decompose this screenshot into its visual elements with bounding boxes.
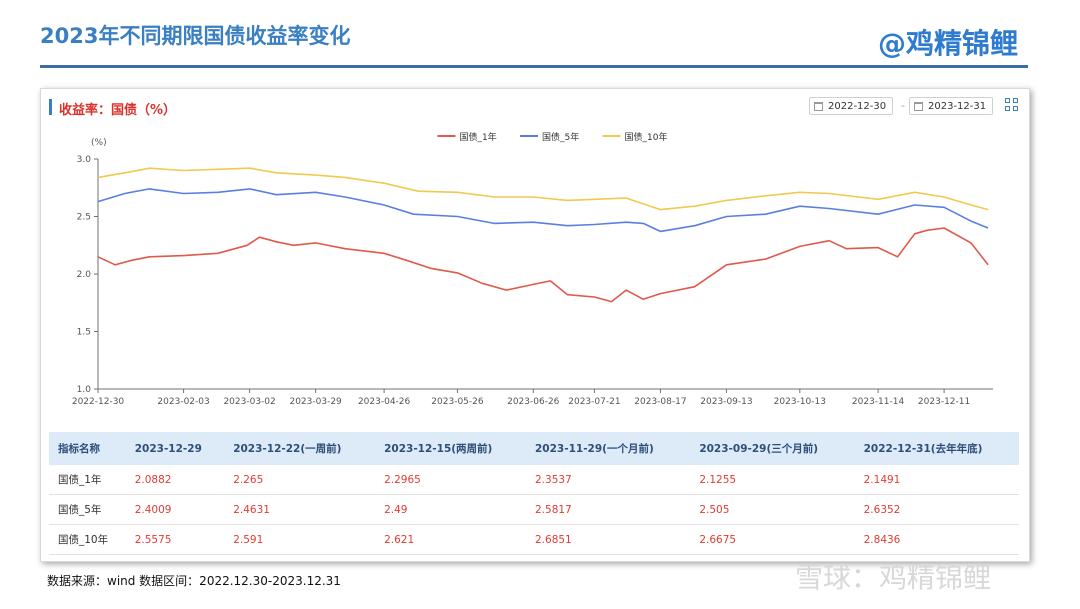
chart-legend: 国债_1年 国债_5年 国债_10年 xyxy=(437,131,668,143)
date-to-input[interactable]: 2023-12-31 xyxy=(909,97,993,115)
x-tick-label: 2023-04-26 xyxy=(358,397,411,407)
cell-value: 2.505 xyxy=(690,494,855,525)
col-header: 指标名称 xyxy=(49,432,126,465)
cell-value: 2.591 xyxy=(224,524,376,555)
x-tick-label: 2022-12-30 xyxy=(72,397,125,407)
row-name: 国债_10年 xyxy=(49,524,126,555)
x-tick-label: 2023-02-03 xyxy=(157,397,209,407)
legend-item[interactable]: 国债_5年 xyxy=(520,131,579,143)
series-line-3 xyxy=(97,167,989,211)
slide-title: 2023年不同期限国债收益率变化 xyxy=(40,24,351,48)
x-tick-label: 2023-11-14 xyxy=(852,397,905,407)
cell-value: 2.1491 xyxy=(854,465,1019,495)
x-tick-label: 2023-07-21 xyxy=(568,397,620,407)
calendar-icon xyxy=(814,102,823,111)
col-header: 2023-11-29(一个月前) xyxy=(526,432,691,465)
x-tick-label: 2023-08-17 xyxy=(634,397,686,407)
legend-label: 国债_1年 xyxy=(460,131,497,143)
cell-value: 2.621 xyxy=(375,524,526,555)
date-from-value: 2022-12-30 xyxy=(828,101,887,112)
legend-item[interactable]: 国债_1年 xyxy=(437,131,497,143)
col-header: 2023-12-15(两周前) xyxy=(375,432,526,465)
grid-icon xyxy=(1005,98,1010,103)
cell-value: 2.8436 xyxy=(854,524,1019,555)
cell-value: 2.5817 xyxy=(526,494,691,525)
cell-value: 2.0882 xyxy=(125,465,225,495)
date-range-separator: - xyxy=(901,99,905,112)
x-tick-label: 2023-05-26 xyxy=(431,397,484,407)
row-name: 国债_1年 xyxy=(49,465,126,495)
x-tick-label: 2023-03-02 xyxy=(223,397,275,407)
cell-value: 2.5575 xyxy=(125,524,225,555)
series-line-2 xyxy=(97,188,989,233)
y-axis: 1.0 1.5 2.0 2.5 3.0 xyxy=(77,155,99,395)
date-from-input[interactable]: 2022-12-30 xyxy=(809,97,893,115)
cell-value: 2.265 xyxy=(224,465,376,495)
watermark: 雪球：鸡精锦鲤 xyxy=(795,561,992,594)
card-header-accent xyxy=(49,99,52,115)
calendar-icon xyxy=(914,102,923,111)
title-divider xyxy=(40,65,1028,68)
x-tick-label: 2023-12-11 xyxy=(918,397,970,407)
yield-table: 指标名称 2023-12-29 2023-12-22(一周前) 2023-12-… xyxy=(49,432,1019,555)
table-header-row: 指标名称 2023-12-29 2023-12-22(一周前) 2023-12-… xyxy=(49,432,1019,465)
col-header: 2022-12-31(去年年底) xyxy=(854,432,1019,465)
legend-label: 国债_5年 xyxy=(542,131,579,143)
card-header: 收益率：国债（%） 2022-12-30 - 2023-12-31 xyxy=(49,95,1021,121)
legend-item[interactable]: 国债_10年 xyxy=(602,131,668,143)
cell-value: 2.6851 xyxy=(526,524,691,555)
series-lines xyxy=(97,167,989,303)
legend-label: 国债_10年 xyxy=(625,131,668,143)
cell-value: 2.49 xyxy=(375,494,526,525)
col-header: 2023-12-22(一周前) xyxy=(224,432,376,465)
table-row: 国债_10年 2.5575 2.591 2.621 2.6851 2.6675 … xyxy=(49,524,1019,555)
col-header: 2023-12-29 xyxy=(125,432,225,465)
cell-value: 2.6675 xyxy=(690,524,855,555)
y-tick-label: 3.0 xyxy=(77,155,92,165)
card-header-label: 收益率：国债（%） xyxy=(59,103,177,118)
x-tick-label: 2023-09-13 xyxy=(700,397,752,407)
date-to-value: 2023-12-31 xyxy=(928,101,987,112)
table-row: 国债_5年 2.4009 2.4631 2.49 2.5817 2.505 2.… xyxy=(49,494,1019,525)
y-tick-label: 1.0 xyxy=(77,385,92,395)
table-row: 国债_1年 2.0882 2.265 2.2965 2.3537 2.1255 … xyxy=(49,465,1019,495)
col-header: 2023-09-29(三个月前) xyxy=(690,432,855,465)
cell-value: 2.3537 xyxy=(526,465,691,495)
source-note: 数据来源：wind 数据区间：2022.12.30-2023.12.31 xyxy=(47,574,341,588)
row-name: 国债_5年 xyxy=(49,494,126,525)
x-tick-label: 2023-03-29 xyxy=(289,397,342,407)
x-tick-label: 2023-10-13 xyxy=(774,397,826,407)
y-tick-label: 2.5 xyxy=(77,213,91,223)
x-axis: 2022-12-30 2023-02-03 2023-03-02 2023-03-29… xyxy=(72,388,993,407)
series-line-1 xyxy=(97,227,989,303)
chart-card: 收益率：国债（%） 2022-12-30 - 2023-12-31 国债_1年国… xyxy=(40,88,1030,562)
y-tick-label: 1.5 xyxy=(77,328,91,338)
grid-view-button[interactable] xyxy=(1005,98,1021,114)
y-axis-unit: (%) xyxy=(91,138,107,148)
y-tick-label: 2.0 xyxy=(77,270,92,280)
brand-handle: @鸡精锦鲤 xyxy=(877,27,1018,60)
x-tick-label: 2023-06-26 xyxy=(507,397,560,407)
cell-value: 2.1255 xyxy=(690,465,855,495)
cell-value: 2.2965 xyxy=(375,465,526,495)
cell-value: 2.4631 xyxy=(224,494,376,525)
yield-chart: 国债_1年 国债_5年 国债_10年 (%) 1.0 1.5 2.0 2.5 3.0 202… xyxy=(72,131,993,407)
cell-value: 2.4009 xyxy=(125,494,225,525)
cell-value: 2.6352 xyxy=(854,494,1019,525)
